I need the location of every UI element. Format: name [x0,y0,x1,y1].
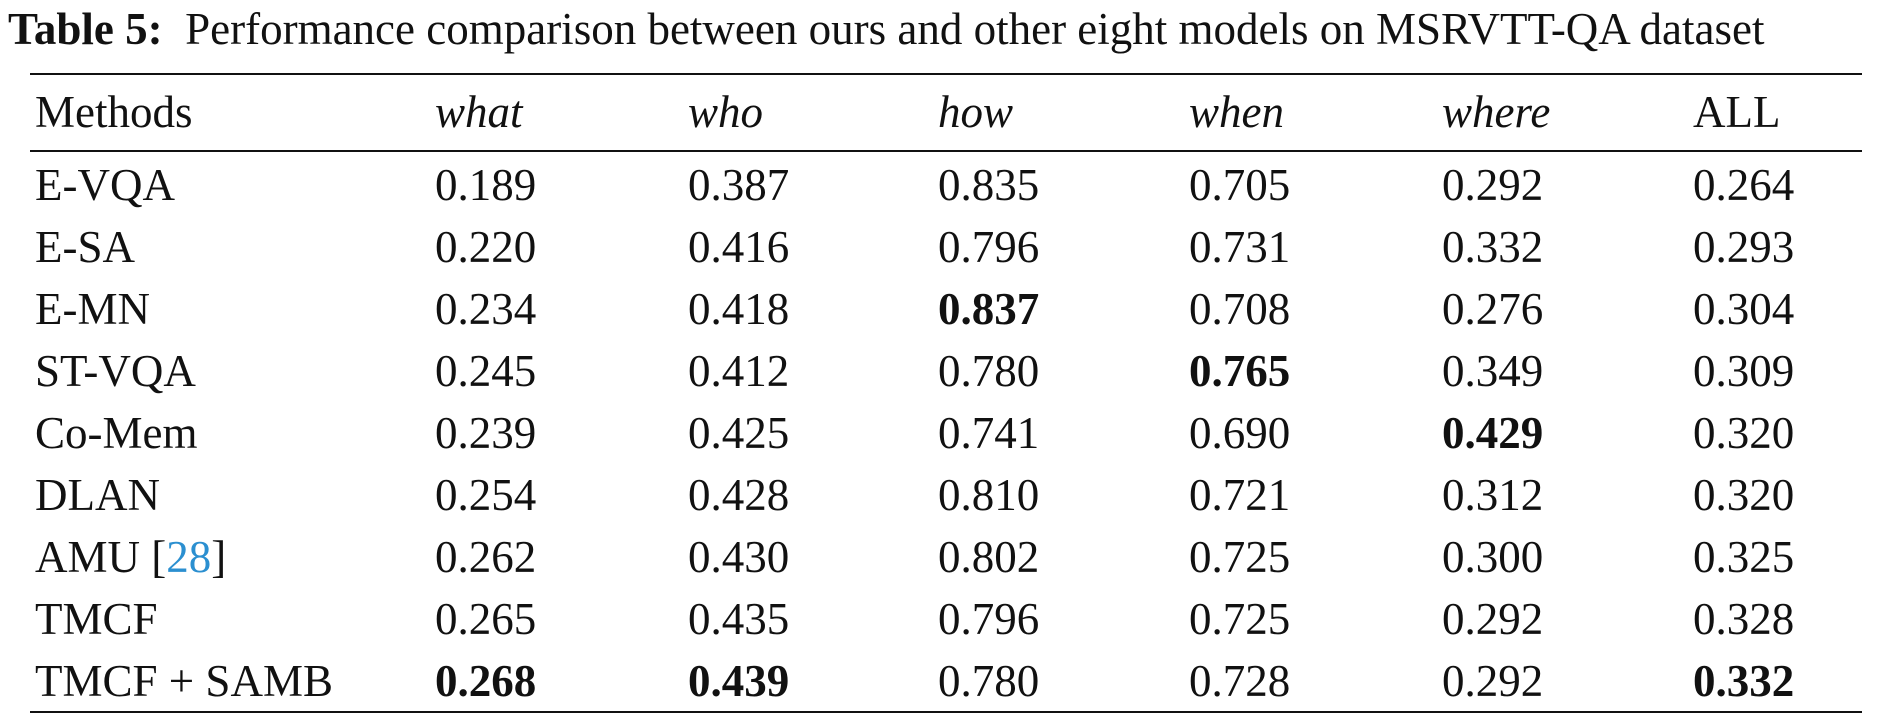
table-cell: 0.349 [1442,346,1544,396]
table-bottom-rule [30,711,1862,713]
table-cell: 0.254 [435,470,537,520]
table-cell: 0.325 [1693,532,1795,582]
table-cell: 0.264 [1693,160,1795,210]
table-cell: 0.728 [1189,656,1291,706]
table-caption-text: Performance comparison between ours and … [185,4,1765,54]
method-name: E-VQA [35,157,175,213]
method-name: AMU [28] [35,532,227,582]
method-label: ST-VQA [35,346,196,396]
method-name: Co-Mem [35,405,198,461]
citation-link[interactable]: 28 [166,532,212,582]
table-cell: 0.320 [1693,470,1795,520]
table-cell: 0.292 [1442,594,1544,644]
table-cell: 0.292 [1442,656,1544,706]
table-cell: 0.312 [1442,470,1544,520]
table-top-rule [30,73,1862,75]
table-cell: 0.721 [1189,470,1291,520]
method-name: E-SA [35,219,135,275]
table-cell: 0.725 [1189,594,1291,644]
table-cell: 0.387 [688,160,790,210]
table-cell: 0.293 [1693,222,1795,272]
table-header-rule [30,150,1862,152]
table-cell: 0.741 [938,408,1040,458]
table-cell: 0.690 [1189,408,1291,458]
table-cell: 0.796 [938,594,1040,644]
table-caption-label: Table 5: [8,4,163,54]
table-cell: 0.708 [1189,284,1291,334]
table-cell: 0.328 [1693,594,1795,644]
method-name: TMCF + SAMB [35,653,333,709]
table-cell: 0.239 [435,408,537,458]
table-cell: 0.418 [688,284,790,334]
method-label: TMCF + SAMB [35,656,333,706]
table-cell: 0.780 [938,656,1040,706]
table-cell: 0.725 [1189,532,1291,582]
method-label: Co-Mem [35,408,198,458]
method-name: E-MN [35,281,150,337]
table-cell: 0.416 [688,222,790,272]
table-cell: 0.780 [938,346,1040,396]
table-cell: 0.802 [938,532,1040,582]
method-label: AMU [35,532,141,582]
table-cell: 0.835 [938,160,1040,210]
table-cell: 0.439 [688,656,790,706]
table-cell: 0.262 [435,532,537,582]
table-cell: 0.220 [435,222,537,272]
table-cell: 0.425 [688,408,790,458]
table-cell: 0.765 [1189,346,1291,396]
method-name: ST-VQA [35,343,196,399]
header-when: when [1189,87,1284,137]
table-cell: 0.430 [688,532,790,582]
table-cell: 0.265 [435,594,537,644]
table-cell: 0.234 [435,284,537,334]
table-cell: 0.705 [1189,160,1291,210]
table-cell: 0.428 [688,470,790,520]
table-cell: 0.796 [938,222,1040,272]
table-cell: 0.300 [1442,532,1544,582]
table-cell: 0.332 [1442,222,1544,272]
header-how: how [938,87,1014,137]
method-label: E-MN [35,284,150,334]
method-label: E-VQA [35,160,175,210]
table-cell: 0.429 [1442,408,1544,458]
header-all: ALL [1693,87,1781,137]
method-name: DLAN [35,467,160,523]
table-cell: 0.189 [435,160,537,210]
table-cell: 0.292 [1442,160,1544,210]
table-cell: 0.304 [1693,284,1795,334]
table-cell: 0.435 [688,594,790,644]
table-cell: 0.320 [1693,408,1795,458]
method-name: TMCF [35,591,158,647]
table-cell: 0.731 [1189,222,1291,272]
table-cell: 0.332 [1693,656,1795,706]
header-where: where [1442,87,1551,137]
table-cell: 0.309 [1693,346,1795,396]
header-what: what [435,87,523,137]
method-label: TMCF [35,594,158,644]
table-caption: Table 5: Performance comparison between … [8,2,1892,58]
table-cell: 0.810 [938,470,1040,520]
method-label: DLAN [35,470,160,520]
table-cell: 0.276 [1442,284,1544,334]
header-who: who [688,87,764,137]
method-label: E-SA [35,222,135,272]
header-methods: Methods [35,87,193,137]
table-cell: 0.837 [938,284,1040,334]
table-cell: 0.268 [435,656,537,706]
table-cell: 0.412 [688,346,790,396]
table-cell: 0.245 [435,346,537,396]
